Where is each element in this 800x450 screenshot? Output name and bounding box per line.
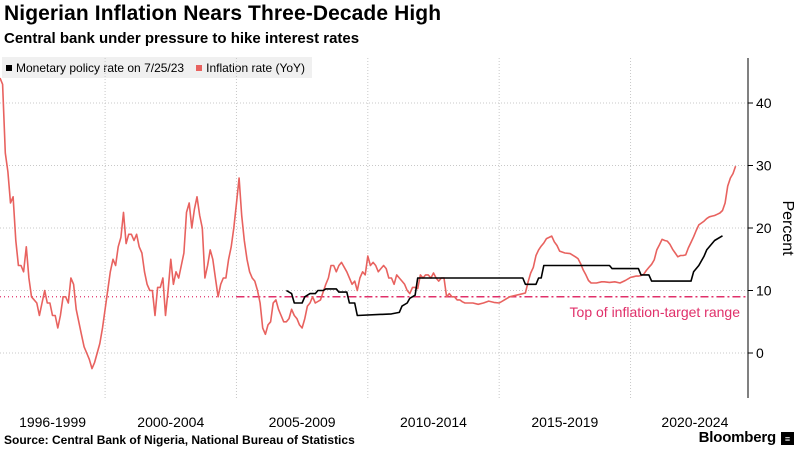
- chart-legend: Monetary policy rate on 7/25/23 Inflatio…: [2, 57, 313, 78]
- series-line-inflation-rate: [0, 77, 737, 370]
- legend-swatch-policy-rate: [6, 64, 12, 71]
- y-tick-label: 40: [756, 95, 772, 111]
- y-tick-label: 30: [756, 158, 772, 174]
- legend-label-policy-rate: Monetary policy rate on 7/25/23: [16, 60, 185, 75]
- bloomberg-terminal-icon: ≡: [781, 432, 794, 445]
- x-tick-label: 2005-2009: [269, 414, 336, 430]
- axis-layer: 0 10 20 30 40 Percent 1996-1999 2000-2004 2005-2…: [19, 58, 796, 430]
- x-tick-label: 2020-2024: [661, 414, 728, 430]
- y-tick-label: 20: [756, 220, 772, 236]
- brand-logo: Bloomberg: [698, 429, 777, 446]
- y-tick-label: 0: [756, 345, 764, 361]
- x-tick-label: 1996-1999: [19, 414, 86, 430]
- legend-item-policy-rate: Monetary policy rate on 7/25/23: [6, 61, 184, 75]
- y-axis-title: Percent: [779, 200, 796, 256]
- annotation-layer: Top of inflation-target range: [0, 295, 746, 320]
- target-annotation-label: Top of inflation-target range: [570, 304, 741, 320]
- source-note: Source: Central Bank of Nigeria, Nationa…: [4, 433, 355, 447]
- legend-swatch-inflation-rate: [196, 64, 203, 71]
- legend-item-inflation-rate: Inflation rate (YoY): [196, 61, 305, 75]
- series-layer: [0, 77, 737, 370]
- legend-label-inflation-rate: Inflation rate (YoY): [206, 60, 306, 75]
- x-tick-label: 2015-2019: [531, 414, 598, 430]
- series-line-policy-rate: [285, 235, 723, 317]
- x-tick-label: 2000-2004: [137, 414, 204, 430]
- grid-layer: [0, 58, 748, 398]
- chart-subtitle: Central bank under pressure to hike inte…: [4, 30, 360, 47]
- x-tick-label: 2010-2014: [400, 414, 467, 430]
- y-tick-label: 10: [756, 283, 772, 299]
- chart-title: Nigerian Inflation Nears Three-Decade Hi…: [4, 2, 442, 25]
